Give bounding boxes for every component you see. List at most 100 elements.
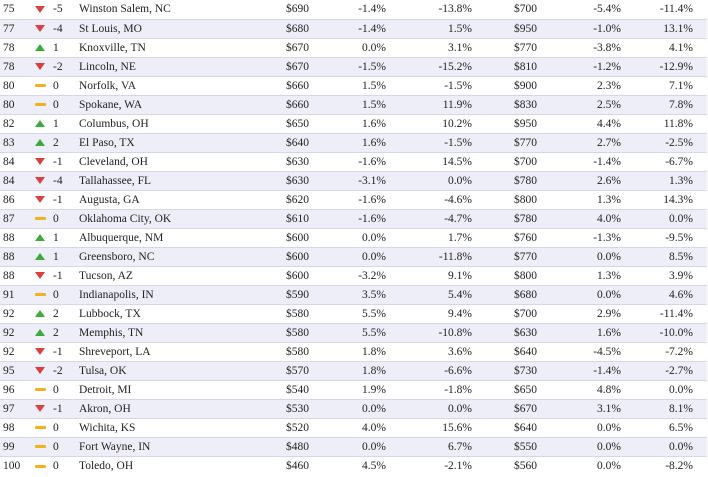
one-bedroom-monthly-change-cell: -1.4%	[326, 18, 412, 38]
two-bedroom-yearly-change-cell: 6.5%	[639, 417, 707, 437]
trend-indicator	[31, 75, 49, 95]
rank-change-cell: -2	[49, 360, 79, 380]
one-bedroom-rent-cell: $540	[265, 379, 326, 399]
one-bedroom-yearly-change-cell: 14.5%	[412, 151, 508, 171]
two-bedroom-yearly-change-cell: -6.7%	[639, 151, 707, 171]
triangle-down-icon	[35, 177, 45, 185]
one-bedroom-rent-cell: $600	[265, 246, 326, 266]
one-bedroom-monthly-change-cell: 0.0%	[326, 37, 412, 57]
city-cell: Tallahassee, FL	[79, 170, 265, 190]
two-bedroom-yearly-change-cell: 1.3%	[639, 170, 707, 190]
one-bedroom-rent-cell: $580	[265, 322, 326, 342]
two-bedroom-rent-cell: $630	[508, 322, 569, 342]
table-row: 86 -1 Augusta, GA $620 -1.6% -4.6% $800 1.3% 14.…	[0, 189, 707, 209]
two-bedroom-yearly-change-cell: -11.4%	[659, 3, 693, 16]
city-cell: St Louis, MO	[79, 18, 265, 38]
rank-cell: 80	[0, 75, 31, 95]
city-cell: Spokane, WA	[79, 94, 265, 114]
two-bedroom-yearly-change-cell: 4.6%	[639, 284, 707, 304]
rank-change-cell: -1	[49, 151, 79, 171]
one-bedroom-monthly-change-cell: 0.0%	[326, 246, 412, 266]
rank-cell: 83	[0, 132, 31, 152]
two-bedroom-monthly-change-cell: 2.6%	[569, 170, 639, 190]
dash-icon	[34, 293, 46, 297]
rank-change-cell: 0	[49, 75, 79, 95]
two-bedroom-yearly-change-cell: -7.2%	[639, 341, 707, 361]
one-bedroom-rent-cell: $640	[265, 132, 326, 152]
rank-cell: 84	[0, 170, 31, 190]
dash-icon	[34, 84, 46, 88]
one-bedroom-rent-cell: $580	[265, 303, 326, 323]
city-cell: Oklahoma City, OK	[79, 208, 265, 228]
table-row: 92 2 Lubbock, TX $580 5.5% 9.4% $700 2.9% -11.4%	[0, 303, 707, 323]
rank-cell: 92	[0, 322, 31, 342]
two-bedroom-rent-cell: $730	[508, 360, 569, 380]
trend-indicator	[31, 379, 49, 399]
rank-change-cell: -1	[49, 398, 79, 418]
one-bedroom-rent-cell: $630	[265, 170, 326, 190]
one-bedroom-rent-cell: $580	[265, 341, 326, 361]
table-row: 78 -2 Lincoln, NE $670 -1.5% -15.2% $810 -1.2% -…	[0, 56, 707, 76]
two-bedroom-yearly-change-cell: -2.7%	[639, 360, 707, 380]
rank-cell: 87	[0, 208, 31, 228]
triangle-up-icon	[35, 253, 45, 261]
two-bedroom-rent-cell: $770	[508, 37, 569, 57]
trend-indicator	[31, 284, 49, 304]
rank-cell: 99	[0, 436, 31, 456]
two-bedroom-yearly-change-cell: -10.0%	[639, 322, 707, 342]
table-row: 80 0 Spokane, WA $660 1.5% 11.9% $830 2.5% 7.8%	[0, 94, 707, 114]
table-row: 80 0 Norfolk, VA $660 1.5% -1.5% $900 2.3% 7.1%	[0, 75, 707, 95]
one-bedroom-rent-cell: $620	[265, 189, 326, 209]
dash-icon	[34, 426, 46, 430]
table-row: 97 -1 Akron, OH $530 0.0% 0.0% $670 3.1% 8.1%	[0, 398, 707, 418]
rank-cell: 78	[0, 56, 31, 76]
rank-change-cell: 2	[49, 303, 79, 323]
two-bedroom-rent-cell: $800	[508, 189, 569, 209]
one-bedroom-yearly-change-cell: -13.8%	[438, 3, 472, 16]
one-bedroom-yearly-change-cell: 3.6%	[412, 341, 508, 361]
two-bedroom-yearly-change-cell: -8.2%	[639, 455, 707, 475]
two-bedroom-yearly-change-cell: 11.8%	[639, 113, 707, 133]
trend-indicator	[31, 189, 49, 209]
one-bedroom-monthly-change-cell: 0.0%	[326, 398, 412, 418]
one-bedroom-rent-cell: $520	[265, 417, 326, 437]
two-bedroom-yearly-change-cell: -2.5%	[639, 132, 707, 152]
one-bedroom-rent-cell: $610	[265, 208, 326, 228]
two-bedroom-rent-cell: $830	[508, 94, 569, 114]
two-bedroom-monthly-change-cell: -4.5%	[569, 341, 639, 361]
one-bedroom-rent-cell: $680	[265, 18, 326, 38]
triangle-down-icon	[35, 25, 45, 33]
one-bedroom-yearly-change-cell: -6.6%	[412, 360, 508, 380]
two-bedroom-yearly-change-cell: -11.4%	[639, 303, 707, 323]
two-bedroom-rent-cell: $800	[508, 265, 569, 285]
one-bedroom-rent-cell: $480	[265, 436, 326, 456]
two-bedroom-rent-cell: $760	[508, 227, 569, 247]
two-bedroom-monthly-change-cell: 1.3%	[569, 265, 639, 285]
two-bedroom-rent-cell: $780	[508, 208, 569, 228]
one-bedroom-yearly-change-cell: -11.8%	[412, 246, 508, 266]
one-bedroom-monthly-change-cell: 4.5%	[326, 455, 412, 475]
trend-indicator	[31, 0, 49, 19]
one-bedroom-yearly-change-cell: -1.5%	[412, 132, 508, 152]
city-cell: Albuquerque, NM	[79, 227, 265, 247]
two-bedroom-yearly-change-cell: 4.1%	[639, 37, 707, 57]
two-bedroom-monthly-change-cell: 4.4%	[569, 113, 639, 133]
city-cell: Knoxville, TN	[79, 37, 265, 57]
one-bedroom-yearly-change-cell: -1.8%	[412, 379, 508, 399]
table-row: 78 1 Knoxville, TN $670 0.0% 3.1% $770 -3.8% 4.1…	[0, 37, 707, 57]
rank-cell: 98	[0, 417, 31, 437]
city-cell: Wichita, KS	[79, 417, 265, 437]
city-cell: Lubbock, TX	[79, 303, 265, 323]
city-cell: Cleveland, OH	[79, 151, 265, 171]
one-bedroom-rent-cell: $600	[265, 227, 326, 247]
rank-cell: 92	[0, 341, 31, 361]
rank-cell: 88	[0, 246, 31, 266]
rank-change-cell: -4	[49, 170, 79, 190]
table-row: 83 2 El Paso, TX $640 1.6% -1.5% $770 2.7% -2.5%	[0, 132, 707, 152]
triangle-down-icon	[35, 63, 45, 71]
two-bedroom-monthly-change-cell: 1.6%	[569, 322, 639, 342]
city-cell: Winston Salem, NC	[79, 3, 171, 16]
rank-change-cell: 0	[49, 436, 79, 456]
one-bedroom-monthly-change-cell: 1.5%	[326, 94, 412, 114]
